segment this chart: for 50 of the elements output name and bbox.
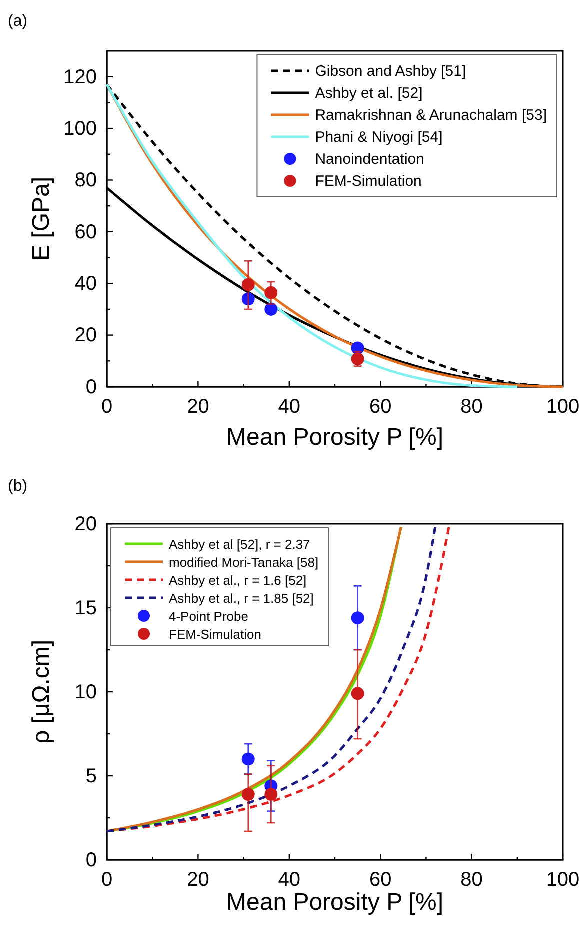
- x-tick-label: 20: [187, 869, 210, 892]
- point: [264, 286, 278, 300]
- x-axis-title: Mean Porosity P [%]: [226, 424, 444, 451]
- x-tick-label: 40: [278, 396, 301, 418]
- x-tick-label: 0: [101, 396, 113, 418]
- y-tick-label: 120: [64, 66, 97, 88]
- y-tick-label: 40: [74, 273, 97, 296]
- y-axis-title: ρ [μΩ.cm]: [28, 640, 55, 744]
- legend-label: Ashby et al., r = 1.85 [52]: [169, 591, 314, 606]
- x-axis-title: Mean Porosity P [%]: [226, 889, 444, 916]
- y-tick-label: 15: [74, 597, 97, 620]
- y-tick-label: 20: [74, 513, 97, 536]
- legend-label: Ashby et al [52], r = 2.37: [169, 537, 310, 552]
- legend-label: 4-Point Probe: [169, 609, 248, 624]
- text: (a): [8, 13, 28, 30]
- y-tick-label: 0: [86, 849, 97, 872]
- y-tick-label: 0: [86, 376, 97, 398]
- legend-label: Gibson and Ashby [51]: [315, 63, 466, 80]
- x-tick-label: 100: [546, 869, 579, 892]
- x-tick-label: 100: [546, 396, 579, 418]
- y-tick-label: 5: [86, 765, 97, 788]
- x-tick-label: 60: [369, 396, 392, 418]
- point: [242, 752, 255, 766]
- legend-label: Phani & Niyogi [54]: [315, 129, 443, 146]
- y-tick-label: 100: [64, 118, 97, 140]
- point: [351, 612, 364, 625]
- legend-label: Nanoindentation: [315, 151, 424, 168]
- point: [242, 278, 255, 292]
- y-tick-label: 10: [74, 681, 97, 704]
- point: [264, 788, 278, 801]
- point: [242, 788, 255, 801]
- y-tick-label: 20: [74, 324, 97, 347]
- legend-label: modified Mori-Tanaka [58]: [169, 555, 319, 570]
- legend-label: FEM-Simulation: [315, 173, 422, 190]
- x-tick-label: 80: [460, 396, 483, 418]
- y-axis-title: E [GPa]: [28, 176, 55, 262]
- x-tick-label: 80: [460, 869, 483, 892]
- point: [264, 302, 278, 316]
- x-tick-label: 0: [101, 869, 113, 892]
- x-tick-label: 40: [278, 869, 301, 892]
- text: (b): [8, 478, 28, 495]
- y-tick-label: 80: [74, 170, 97, 192]
- y-tick-label: 60: [74, 221, 97, 244]
- legend-label: Ashby et al. [52]: [315, 85, 423, 102]
- legend-label: Ashby et al., r = 1.6 [52]: [169, 573, 307, 588]
- point: [351, 687, 364, 700]
- x-tick-label: 60: [369, 869, 392, 892]
- x-tick-label: 20: [187, 396, 210, 418]
- legend-label: FEM-Simulation: [169, 627, 262, 642]
- legend-label: Ramakrishnan & Arunachalam [53]: [315, 107, 547, 124]
